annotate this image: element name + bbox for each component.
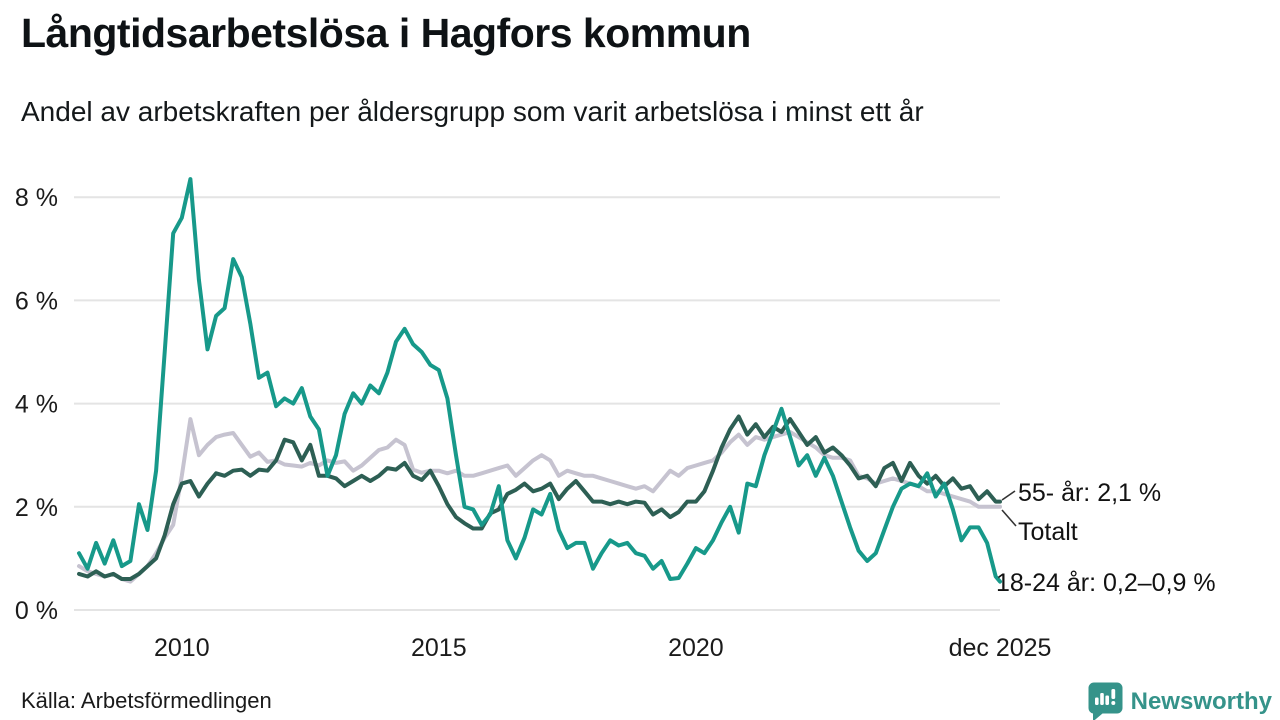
x-tick-label-dec-2025: dec 2025 <box>949 634 1052 662</box>
series-layer <box>77 177 1002 584</box>
leader-line-totalt <box>1001 509 1017 527</box>
x-tick-label-2020: 2020 <box>668 634 724 662</box>
chart-subtitle: Andel av arbetskraften per åldersgrupp s… <box>21 96 924 127</box>
annotation-18-24-ar: 18-24 år: 0,2–0,9 % <box>996 569 1216 597</box>
newsworthy-logo: Newsworthy <box>1087 681 1272 720</box>
x-tick-label-2010: 2010 <box>154 634 210 662</box>
series-line-totalt <box>77 417 1002 584</box>
x-tick-label-2015: 2015 <box>411 634 467 662</box>
y-tick-label-6: 6 % <box>15 287 58 315</box>
annotation-55-ar: 55- år: 2,1 % <box>1018 479 1162 507</box>
source-text: Källa: Arbetsförmedlingen <box>21 688 272 713</box>
chart-title: Långtidsarbetslösa i Hagfors kommun <box>21 10 751 56</box>
line-chart-plot: 0 % 2 % 4 % 6 % 8 % 2010 2015 2020 dec 2025 <box>15 177 1052 662</box>
grid-layer <box>74 196 1000 611</box>
y-tick-label-0: 0 % <box>15 597 58 625</box>
newsworthy-wordmark: Newsworthy <box>1130 687 1272 715</box>
annotation-totalt: Totalt <box>1018 518 1078 546</box>
newsworthy-pin-icon <box>1088 682 1123 720</box>
tick-layer: 0 % 2 % 4 % 6 % 8 % 2010 2015 2020 dec 2025 <box>15 184 1052 662</box>
y-tick-label-4: 4 % <box>15 391 58 419</box>
y-tick-label-2: 2 % <box>15 494 58 522</box>
y-tick-label-8: 8 % <box>15 184 58 212</box>
leader-line-55-ar <box>1001 490 1016 501</box>
series-line-55-ar <box>77 414 1002 581</box>
series-line-18-24-ar <box>77 177 1002 584</box>
